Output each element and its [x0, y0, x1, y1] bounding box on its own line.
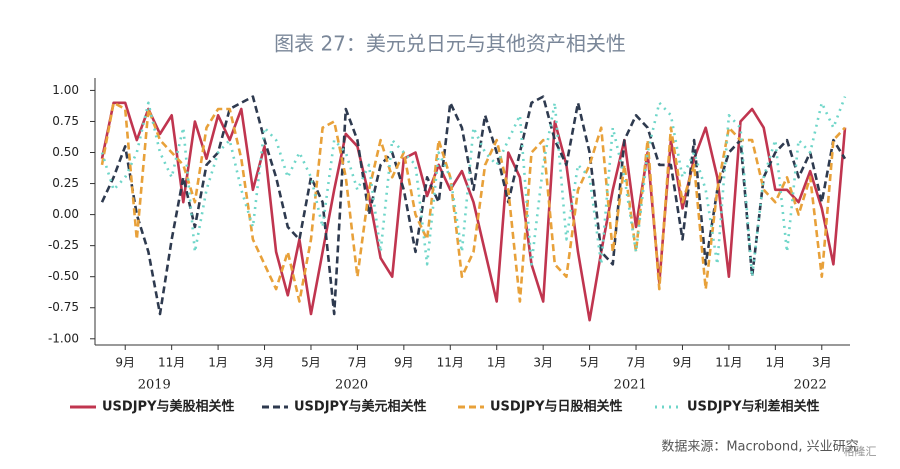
x-tick-label: 7月: [348, 356, 368, 370]
series-line: [100, 95, 847, 316]
series-line: [100, 101, 846, 303]
source: 数据来源：Macrobond, 兴业研究: [661, 440, 858, 455]
legend-label: USDJPY与美元相关性: [294, 399, 427, 415]
x-tick-label: 11月: [437, 356, 464, 370]
x-tick-label: 3月: [533, 356, 553, 370]
x-tick-label: 9月: [394, 356, 414, 370]
y-tick-label: -0.25: [48, 238, 79, 252]
y-tick-label: 1.00: [52, 83, 79, 97]
x-tick-label: 11月: [158, 356, 185, 370]
year-label: 2020: [335, 378, 368, 393]
x-tick-label: 1月: [766, 356, 786, 370]
y-tick-label: 0.75: [52, 114, 79, 128]
x-tick-label: 3月: [255, 356, 275, 370]
chart-title: 图表 27：美元兑日元与其他资产相关性: [274, 32, 626, 56]
y-tick-label: 0.25: [52, 176, 79, 190]
legend-label: USDJPY与日股相关性: [490, 399, 623, 415]
legend-label: USDJPY与利差相关性: [687, 399, 820, 415]
y-tick-label: -1.00: [48, 331, 79, 345]
x-tick-label: 9月: [673, 356, 693, 370]
year-label: 2019: [138, 378, 171, 393]
year-label: 2022: [794, 378, 827, 393]
x-tick-label: 9月: [115, 356, 135, 370]
y-tick-label: 0.00: [52, 207, 79, 221]
x-tick-label: 1月: [208, 356, 228, 370]
x-tick-label: 5月: [301, 356, 321, 370]
series-line: [100, 101, 847, 322]
y-tick-label: 0.50: [52, 145, 79, 159]
x-tick-label: 5月: [580, 356, 600, 370]
y-tick-label: -0.50: [48, 269, 79, 283]
legend-label: USDJPY与美股相关性: [102, 399, 235, 415]
x-tick-label: 3月: [812, 356, 832, 370]
x-tick-label: 1月: [487, 356, 507, 370]
x-tick-label: 7月: [626, 356, 646, 370]
watermark: 格隆汇: [844, 444, 877, 458]
y-tick-label: -0.75: [48, 300, 79, 314]
x-tick-label: 11月: [715, 356, 742, 370]
year-label: 2021: [614, 378, 647, 393]
